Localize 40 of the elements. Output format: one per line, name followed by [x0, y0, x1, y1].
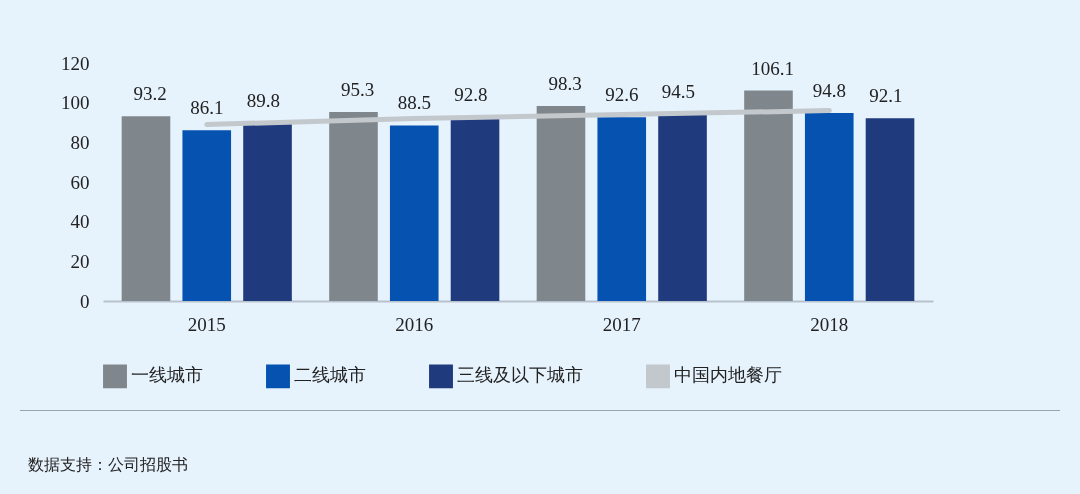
y-tick-label: 120: [61, 52, 90, 74]
data-label: 94.5: [661, 80, 696, 102]
legend-label: 二线城市: [294, 364, 366, 386]
text: 数据支持：公司招股书: [28, 455, 188, 476]
y-tick-label: 40: [70, 211, 90, 233]
legend-label: 中国内地餐厅: [674, 364, 782, 386]
bar: [658, 113, 707, 301]
data-label: 98.3: [548, 73, 582, 95]
data-label: 95.3: [340, 78, 375, 100]
bar: [329, 111, 378, 301]
data-label: 86.1: [190, 97, 224, 119]
data-label: 92.6: [605, 84, 639, 106]
bar: [243, 122, 292, 301]
bar: [450, 116, 500, 301]
x-tick-label: 2015: [187, 313, 226, 335]
bar: [597, 117, 647, 301]
data-label: 94.8: [812, 79, 846, 101]
data-label: 88.5: [397, 92, 431, 114]
y-tick-label: 100: [61, 92, 90, 114]
x-tick-label: 2016: [395, 313, 434, 335]
bar: [389, 125, 439, 301]
data-label: 92.1: [869, 85, 903, 107]
y-tick-label: 20: [70, 250, 90, 272]
bar: [121, 116, 171, 301]
bar: [865, 118, 915, 301]
bar: [536, 106, 586, 301]
legend-label: 一线城市: [131, 364, 203, 386]
legend-label: 三线及以下城市: [457, 364, 583, 386]
y-tick-label: 0: [80, 290, 90, 312]
y-tick-label: 80: [70, 131, 90, 153]
y-tick-label: 60: [70, 171, 90, 193]
x-tick-label: 2018: [810, 313, 849, 335]
data-label: 89.8: [246, 89, 281, 111]
data-label: 93.2: [133, 83, 167, 105]
bar: [804, 112, 854, 301]
x-tick-label: 2017: [602, 313, 641, 335]
bar: [744, 90, 793, 301]
data-label: 92.8: [454, 83, 488, 105]
data-label: 106.1: [751, 57, 794, 79]
bar: [182, 130, 232, 301]
